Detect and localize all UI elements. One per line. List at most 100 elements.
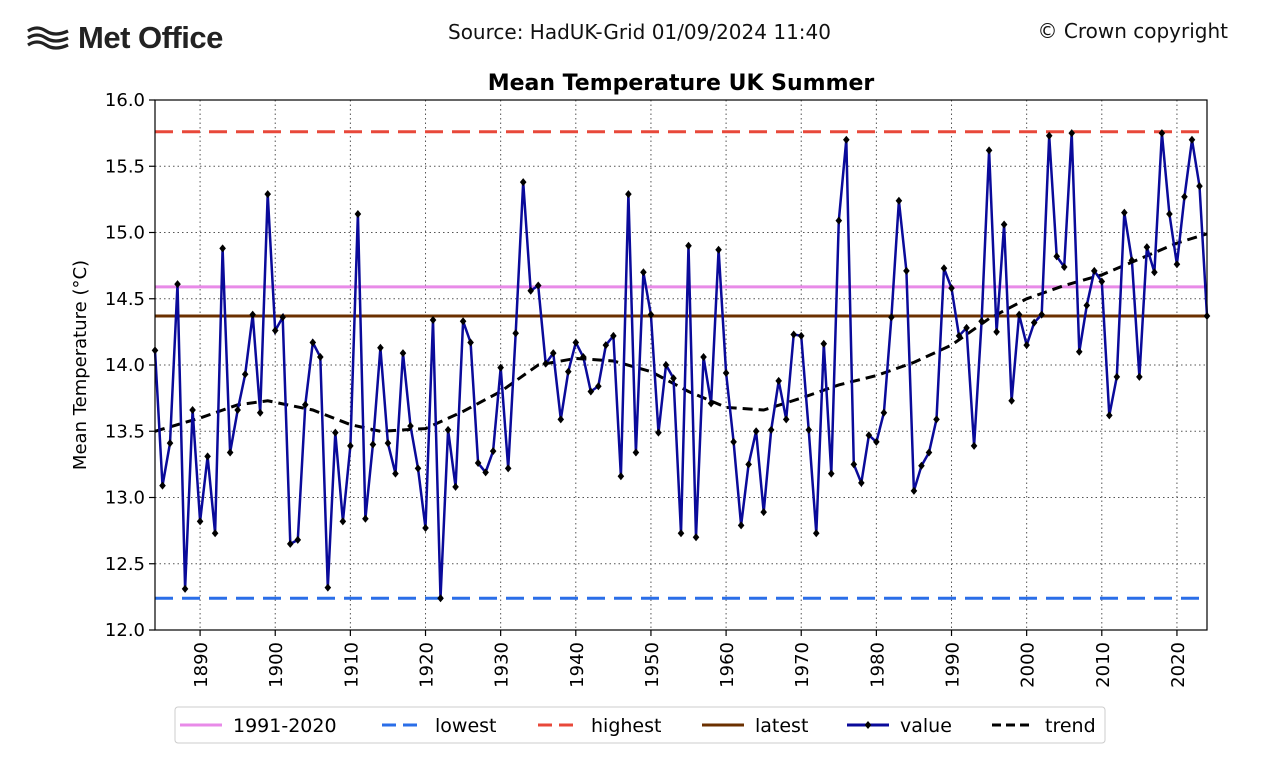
value-point — [812, 529, 820, 538]
value-point — [279, 313, 287, 322]
value-point — [602, 341, 610, 350]
value-point — [963, 323, 970, 332]
value-point — [670, 374, 677, 383]
x-tick-label: 2000 — [1018, 642, 1039, 688]
value-point — [489, 447, 497, 456]
value-point — [504, 464, 512, 473]
value-point — [226, 448, 234, 457]
legend-box — [174, 706, 1106, 744]
value-point — [767, 425, 775, 434]
value-point — [317, 353, 324, 362]
value-point — [993, 327, 1000, 336]
value-point — [970, 441, 978, 450]
value-point — [1173, 260, 1181, 269]
value-point — [707, 399, 715, 408]
value-point — [895, 196, 903, 205]
value-point — [1188, 135, 1196, 144]
y-tick-label: 12.5 — [105, 554, 145, 575]
value-point — [692, 533, 700, 542]
y-tick-label: 12.0 — [105, 620, 145, 641]
value-point — [745, 460, 752, 469]
copyright-label: © Crown copyright — [1037, 19, 1229, 43]
value-point — [1143, 243, 1151, 252]
value-point — [1121, 208, 1128, 217]
met-office-logo: Met Office — [26, 18, 223, 58]
value-line — [153, 132, 1209, 599]
value-point — [444, 425, 452, 434]
value-point — [1068, 129, 1076, 138]
value-point — [301, 400, 309, 409]
value-point — [752, 427, 760, 436]
legend-label-trend: trend — [1045, 715, 1096, 737]
value-point — [1045, 131, 1053, 140]
value-point — [1113, 372, 1121, 381]
value-point — [760, 508, 767, 517]
value-point — [271, 326, 279, 335]
value-point — [1053, 252, 1061, 261]
y-tick-label: 14.5 — [105, 289, 145, 310]
value-point — [1038, 310, 1045, 319]
value-point — [429, 315, 437, 324]
value-point — [722, 368, 730, 377]
value-point — [286, 539, 294, 548]
value-point — [1008, 396, 1015, 405]
value-point — [497, 363, 504, 372]
value-point — [850, 460, 858, 469]
value-point — [1030, 318, 1038, 327]
x-tick-label: 1890 — [191, 642, 212, 688]
value-point — [1083, 301, 1091, 310]
value-point — [309, 338, 317, 347]
value-point — [835, 216, 843, 225]
value-point — [1075, 347, 1083, 356]
y-tick-label: 13.5 — [105, 421, 145, 442]
value-point — [662, 361, 670, 369]
value-point — [610, 331, 617, 340]
value-point — [1106, 411, 1113, 420]
value-point — [843, 135, 850, 144]
value-point — [640, 268, 647, 277]
x-tick-label: 1960 — [717, 642, 738, 688]
value-point — [467, 338, 474, 347]
value-point — [549, 349, 557, 358]
value-point — [1015, 310, 1023, 319]
value-point — [572, 338, 580, 347]
value-point — [234, 406, 241, 415]
y-tick-label: 13.0 — [105, 488, 145, 509]
value-point — [181, 584, 189, 593]
value-point — [1000, 220, 1008, 229]
value-point — [519, 178, 527, 187]
x-tick-label: 1930 — [492, 642, 513, 688]
legend-marker — [864, 721, 872, 729]
value-point — [873, 437, 880, 446]
value-point — [805, 425, 813, 434]
value-point — [685, 241, 692, 250]
x-tick-label: 2010 — [1093, 642, 1114, 688]
value-point — [1166, 209, 1173, 218]
value-point — [512, 329, 519, 338]
value-point — [204, 452, 211, 461]
value-point — [827, 469, 835, 478]
value-point — [452, 482, 459, 491]
x-tick-label: 1910 — [341, 642, 362, 688]
value-point — [422, 523, 429, 532]
chart-title: Mean Temperature UK Summer — [488, 71, 875, 96]
wave-logo-icon — [27, 26, 69, 50]
y-tick-label: 15.0 — [105, 223, 145, 244]
x-tick-label: 1950 — [642, 642, 663, 688]
y-tick-label: 16.0 — [105, 90, 145, 111]
value-point — [1181, 192, 1188, 201]
value-point — [264, 190, 272, 199]
value-point — [324, 583, 332, 592]
value-point — [1098, 277, 1106, 286]
value-point — [587, 387, 595, 396]
x-tick-label: 1900 — [266, 642, 287, 688]
value-point — [174, 280, 181, 289]
y-axis-title: Mean Temperature (°C) — [70, 260, 91, 470]
value-point — [196, 517, 204, 526]
y-tick-label: 14.0 — [105, 355, 145, 376]
value-point — [377, 343, 384, 352]
value-point — [527, 286, 535, 295]
value-point — [820, 339, 828, 348]
value-point — [399, 349, 407, 358]
value-point — [369, 440, 377, 449]
